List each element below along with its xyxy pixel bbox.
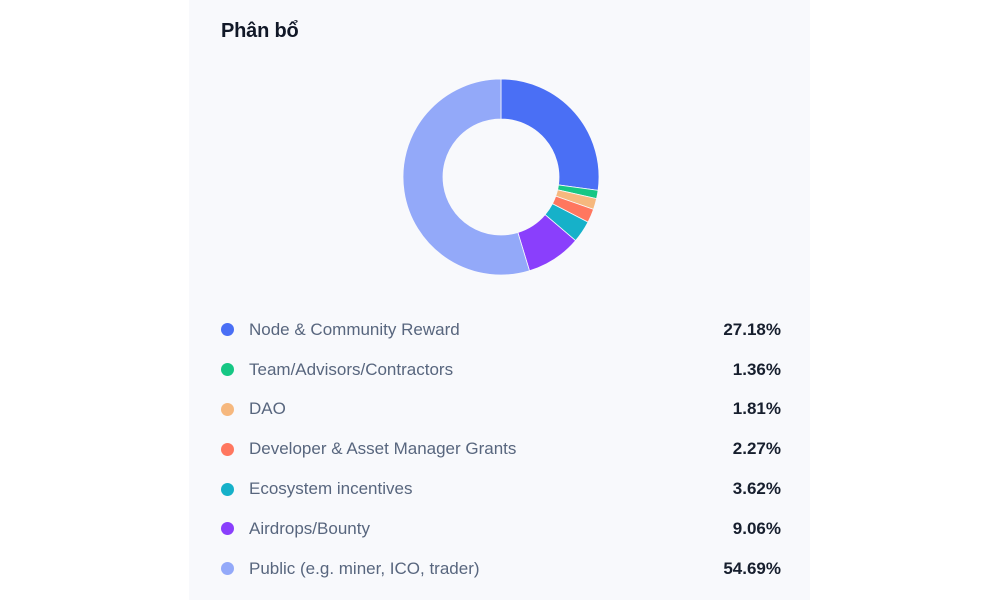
legend-item: Airdrops/Bounty 9.06% xyxy=(221,509,781,549)
legend-color-dot-icon xyxy=(221,442,234,456)
donut-chart xyxy=(402,78,600,276)
legend-color-dot-icon xyxy=(221,402,234,416)
legend-label: Airdrops/Bounty xyxy=(249,518,370,538)
donut-slice[interactable] xyxy=(402,78,530,276)
legend-value: 1.36% xyxy=(732,359,781,379)
legend-value: 9.06% xyxy=(732,518,781,538)
legend-item: Developer & Asset Manager Grants 2.27% xyxy=(221,429,781,469)
legend-color-dot-icon xyxy=(221,562,234,576)
legend-label: Team/Advisors/Contractors xyxy=(249,359,454,379)
legend-item: Team/Advisors/Contractors 1.36% xyxy=(221,350,781,390)
legend-color-dot-icon xyxy=(221,482,234,496)
legend-color-dot-icon xyxy=(221,363,234,377)
panel-title: Phân bổ xyxy=(221,20,299,42)
legend-label: Developer & Asset Manager Grants xyxy=(249,439,517,459)
donut-slice[interactable] xyxy=(500,78,600,191)
donut-chart-svg xyxy=(402,78,600,276)
legend-label: Node & Community Reward xyxy=(249,319,460,339)
legend-color-dot-icon xyxy=(221,522,234,536)
legend-item: Ecosystem incentives 3.62% xyxy=(221,469,781,509)
legend-value: 54.69% xyxy=(723,558,781,578)
legend-label: Ecosystem incentives xyxy=(249,479,413,499)
legend-item: Node & Community Reward 27.18% xyxy=(221,310,781,350)
legend-item: Public (e.g. miner, ICO, trader) 54.69% xyxy=(221,549,781,589)
legend-item: DAO 1.81% xyxy=(221,390,781,430)
allocation-panel: Phân bổ Node & Community Reward 27.18% T… xyxy=(189,0,810,600)
legend-value: 3.62% xyxy=(732,479,781,499)
legend-value: 1.81% xyxy=(732,399,781,419)
legend-label: Public (e.g. miner, ICO, trader) xyxy=(249,558,480,578)
legend-color-dot-icon xyxy=(221,323,234,337)
chart-legend: Node & Community Reward 27.18% Team/Advi… xyxy=(221,310,781,589)
legend-value: 27.18% xyxy=(723,319,781,339)
legend-label: DAO xyxy=(249,399,286,419)
legend-value: 2.27% xyxy=(732,439,781,459)
